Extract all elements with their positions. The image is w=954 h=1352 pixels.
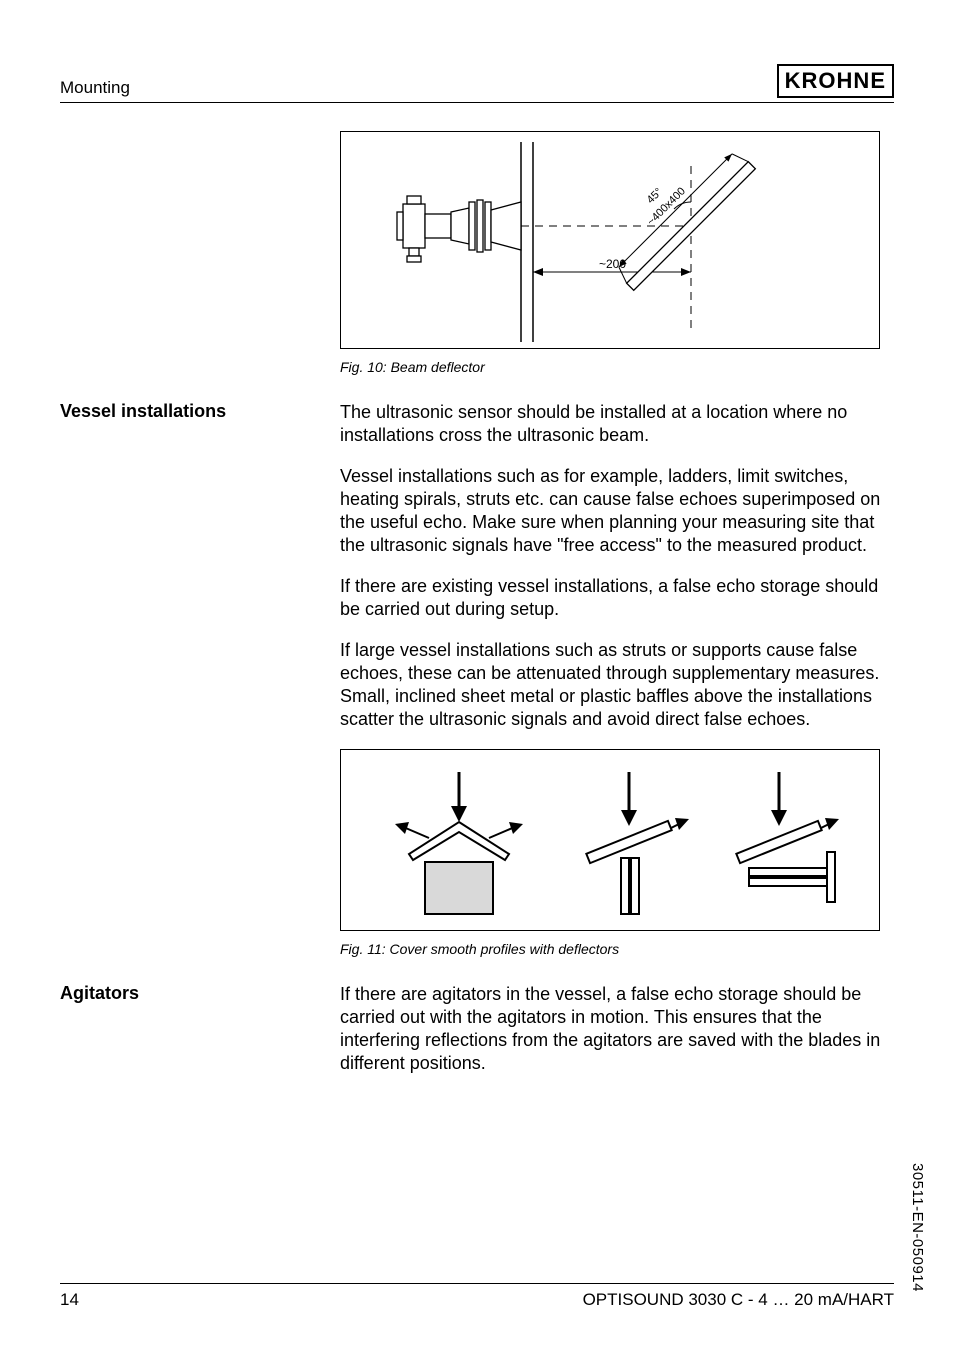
section1-p4: If large vessel installations such as st… (340, 639, 894, 731)
doc-id: 30511-EN-050914 (909, 1163, 926, 1292)
page-header: Mounting KROHNE (60, 64, 894, 103)
page-number: 14 (60, 1290, 79, 1310)
product-name: OPTISOUND 3030 C - 4 … 20 mA/HART (583, 1290, 894, 1310)
page: Mounting KROHNE (0, 0, 954, 1352)
figure-10-block: ~200 45° ~400x400 (340, 131, 894, 401)
section1-p3: If there are existing vessel installatio… (340, 575, 894, 621)
content-grid: ~200 45° ~400x400 (60, 131, 894, 1094)
page-footer: 14 OPTISOUND 3030 C - 4 … 20 mA/HART (60, 1283, 894, 1310)
figure-10-caption: Fig. 10: Beam deflector (340, 359, 894, 375)
sidebar-heading-1-wrap: Vessel installations (60, 401, 320, 983)
section-1-body: The ultrasonic sensor should be installe… (340, 401, 894, 983)
sidebar-heading-2-wrap: Agitators (60, 983, 320, 1093)
section-title: Mounting (60, 78, 130, 98)
figure-10-svg: ~200 45° ~400x400 (351, 142, 871, 342)
figure-11-box (340, 749, 880, 931)
section2-p1: If there are agitators in the vessel, a … (340, 983, 894, 1075)
figure-11-caption: Fig. 11: Cover smooth profiles with defl… (340, 941, 894, 957)
section1-p1: The ultrasonic sensor should be installe… (340, 401, 894, 447)
section1-p2: Vessel installations such as for example… (340, 465, 894, 557)
figure-10-box: ~200 45° ~400x400 (340, 131, 880, 349)
brand-logo: KROHNE (777, 64, 894, 98)
heading-agitators: Agitators (60, 983, 320, 1004)
figure-11-svg (351, 764, 871, 924)
sidebar-empty-1 (60, 131, 320, 401)
section-2-body: If there are agitators in the vessel, a … (340, 983, 894, 1093)
heading-vessel-installations: Vessel installations (60, 401, 320, 422)
